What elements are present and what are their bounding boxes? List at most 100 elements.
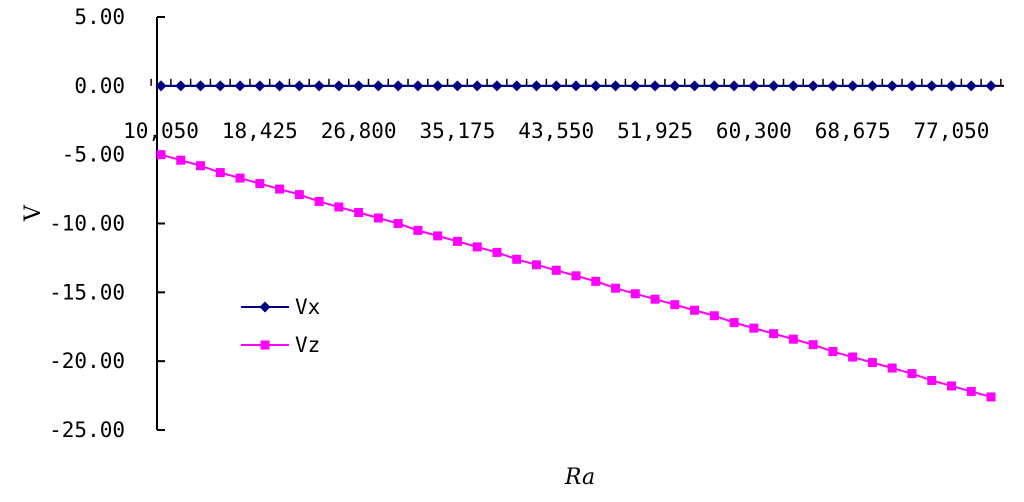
data-point-vz [492, 247, 502, 257]
data-point-vx [412, 80, 424, 92]
data-point-vx [234, 80, 246, 92]
data-point-vx [471, 80, 483, 92]
data-point-vz [551, 265, 561, 275]
data-point-vz [196, 161, 206, 171]
x-tick-label: 26,800 [321, 119, 397, 143]
data-point-vz [373, 213, 383, 223]
data-point-vx [570, 80, 582, 92]
data-point-vx [195, 80, 207, 92]
series-vz [156, 150, 996, 402]
data-point-vx [768, 80, 780, 92]
data-point-vz [591, 276, 601, 286]
data-point-vx [610, 80, 622, 92]
data-point-vz [275, 184, 285, 194]
data-point-vz [314, 196, 324, 206]
data-point-vz [709, 311, 719, 321]
data-point-vx [293, 80, 305, 92]
x-tick-label: 77,050 [914, 119, 990, 143]
data-point-vx [372, 80, 384, 92]
data-point-vx [827, 80, 839, 92]
data-point-vx [155, 80, 167, 92]
data-point-vz [294, 190, 304, 200]
legend-marker-vz [260, 340, 270, 350]
data-point-vx [530, 80, 542, 92]
data-point-vz [867, 358, 877, 368]
data-point-vz [531, 260, 541, 270]
data-point-vx [847, 80, 859, 92]
x-tick-label: 35,175 [419, 119, 495, 143]
data-point-vz [433, 231, 443, 241]
data-point-vx [432, 80, 444, 92]
data-point-vx [550, 80, 562, 92]
data-point-vz [690, 305, 700, 315]
data-point-vz [670, 300, 680, 310]
data-point-vx [313, 80, 325, 92]
data-point-vx [669, 80, 681, 92]
data-point-vz [986, 392, 996, 402]
y-tick-label: -5.00 [62, 143, 125, 167]
y-tick-label: -25.00 [49, 418, 125, 442]
data-point-vx [985, 80, 997, 92]
data-point-vz [413, 225, 423, 235]
data-point-vz [176, 155, 186, 165]
data-point-vz [749, 323, 759, 333]
legend-label-vz: Vz [295, 333, 320, 357]
series-vx [155, 80, 997, 92]
data-point-vx [728, 80, 740, 92]
y-tick-label: 0.00 [74, 74, 125, 98]
x-tick-label: 10,050 [123, 119, 199, 143]
y-tick-label: 5.00 [74, 5, 125, 29]
data-point-vz [788, 334, 798, 344]
data-point-vz [215, 168, 225, 178]
data-point-vx [886, 80, 898, 92]
data-point-vx [254, 80, 266, 92]
data-point-vx [392, 80, 404, 92]
data-point-vz [255, 179, 265, 189]
data-point-vz [828, 347, 838, 357]
data-point-vz [887, 363, 897, 373]
data-point-vz [512, 254, 522, 264]
data-point-vx [511, 80, 523, 92]
y-tick-label: -10.00 [49, 212, 125, 236]
data-point-vx [965, 80, 977, 92]
data-point-vz [393, 219, 403, 228]
data-point-vx [491, 80, 503, 92]
data-point-vx [945, 80, 957, 92]
y-tick-label: -15.00 [49, 280, 125, 304]
data-point-vx [906, 80, 918, 92]
data-point-vx [649, 80, 661, 92]
data-point-vz [235, 173, 245, 183]
data-point-vx [590, 80, 602, 92]
data-point-vx [274, 80, 286, 92]
data-point-vz [927, 375, 937, 385]
data-point-vx [333, 80, 345, 92]
data-point-vx [787, 80, 799, 92]
data-point-vx [748, 80, 760, 92]
data-point-vx [807, 80, 819, 92]
x-axis-title: Ra [564, 465, 595, 490]
legend-label-vx: Vx [295, 295, 320, 319]
data-point-vx [353, 80, 365, 92]
data-point-vz [650, 294, 660, 304]
data-point-vx [451, 80, 463, 92]
x-tick-label: 51,925 [617, 119, 693, 143]
x-tick-label: 60,300 [716, 119, 792, 143]
data-point-vz [946, 381, 956, 391]
x-tick-label: 68,675 [815, 119, 891, 143]
y-axis-title: V [21, 204, 46, 222]
data-point-vz [848, 352, 858, 362]
legend-marker-vx [259, 301, 271, 313]
data-point-vz [452, 236, 462, 246]
data-point-vz [611, 283, 621, 293]
x-tick-label: 43,550 [518, 119, 594, 143]
data-point-vx [629, 80, 641, 92]
data-point-vx [214, 80, 226, 92]
data-point-vz [630, 289, 640, 299]
data-point-vx [926, 80, 938, 92]
series-layer [155, 80, 997, 402]
x-tick-label: 18,425 [222, 119, 298, 143]
data-point-vx [866, 80, 878, 92]
data-point-vx [689, 80, 701, 92]
data-point-vz [907, 369, 917, 379]
